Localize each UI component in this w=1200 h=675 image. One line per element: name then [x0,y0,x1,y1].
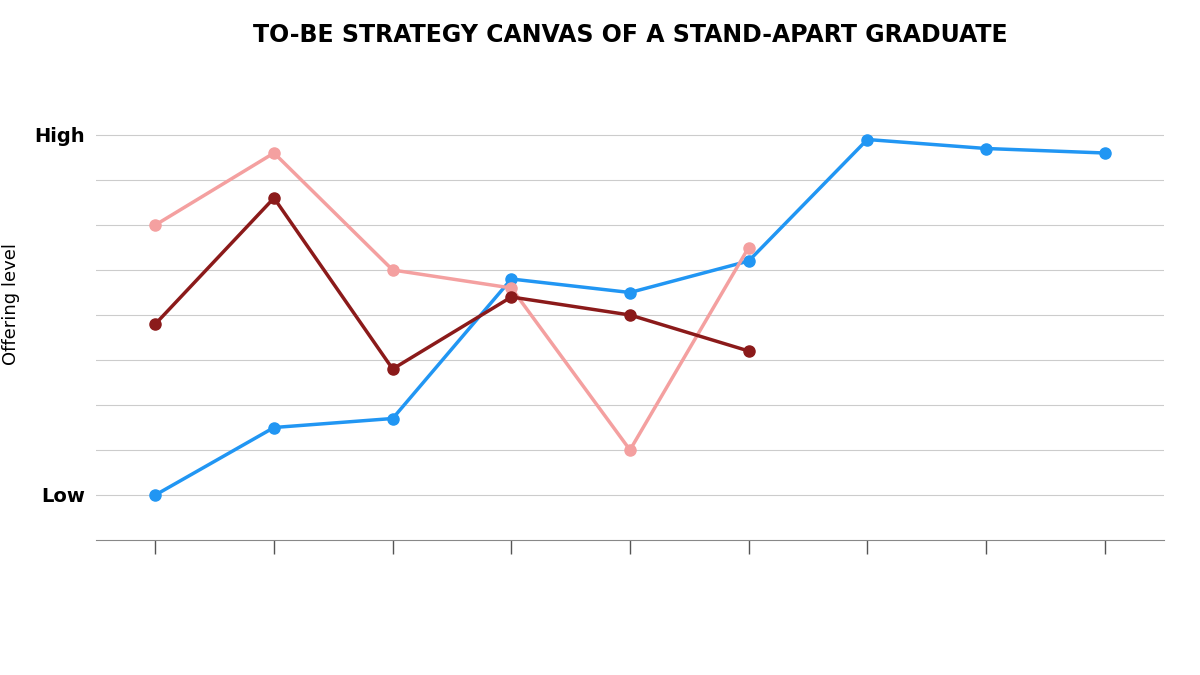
Title: TO-BE STRATEGY CANVAS OF A STAND-APART GRADUATE: TO-BE STRATEGY CANVAS OF A STAND-APART G… [253,24,1007,47]
Y-axis label: Offering level: Offering level [2,243,20,364]
